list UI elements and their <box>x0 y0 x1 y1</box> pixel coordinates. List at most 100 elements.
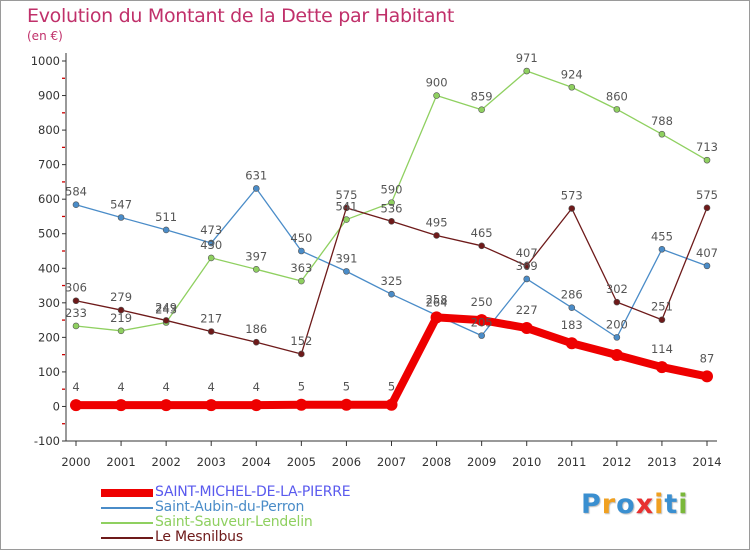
data-label: 200 <box>606 317 628 331</box>
data-label: 924 <box>561 67 583 81</box>
data-point <box>475 314 488 327</box>
y-tick-label: 400 <box>38 261 60 275</box>
data-label: 860 <box>606 89 628 103</box>
data-point <box>388 217 395 225</box>
data-label: 4 <box>72 380 79 394</box>
data-label: 900 <box>426 76 448 90</box>
data-point <box>295 398 308 411</box>
logo-letter: o <box>616 489 636 520</box>
data-point <box>523 67 531 75</box>
data-point <box>433 232 440 239</box>
data-point <box>72 297 80 305</box>
data-label: 397 <box>245 249 267 263</box>
data-point <box>343 216 350 223</box>
data-label: 859 <box>471 90 493 104</box>
data-label: 575 <box>696 188 718 202</box>
data-point <box>701 370 713 383</box>
data-label: 250 <box>471 295 493 309</box>
data-label: 573 <box>561 189 583 203</box>
data-label: 4 <box>117 380 124 394</box>
data-label: 971 <box>516 51 538 65</box>
chart-subtitle: (en €) <box>27 29 63 43</box>
data-label: 455 <box>651 229 673 243</box>
data-label: 713 <box>696 140 718 154</box>
data-label: 369 <box>516 259 538 273</box>
data-point <box>430 311 443 324</box>
data-point <box>568 205 576 212</box>
data-label: 584 <box>65 185 87 199</box>
data-label: 4 <box>162 380 169 394</box>
data-label: 227 <box>516 303 538 317</box>
data-label: 788 <box>651 114 673 128</box>
data-point <box>523 262 531 270</box>
data-point <box>70 399 82 412</box>
data-label: 205 <box>471 316 493 330</box>
x-tick-label: 2009 <box>467 455 496 469</box>
data-label: 114 <box>651 342 673 356</box>
data-point <box>613 298 621 306</box>
data-label: 575 <box>335 188 357 202</box>
proxiti-logo: Proxiti <box>581 489 689 520</box>
data-label: 407 <box>516 246 538 260</box>
x-tick-label: 2005 <box>287 455 316 469</box>
data-point <box>252 338 260 346</box>
data-point <box>388 199 395 206</box>
legend-swatch <box>101 506 153 509</box>
data-label: 243 <box>155 303 177 317</box>
data-point <box>613 106 621 113</box>
data-point <box>117 306 125 314</box>
data-point <box>478 242 485 250</box>
data-point <box>207 328 215 335</box>
y-tick-label: 800 <box>38 123 60 137</box>
data-label: 495 <box>426 215 448 229</box>
y-tick-label: 700 <box>38 158 60 172</box>
data-point <box>343 204 350 212</box>
data-point <box>160 399 173 412</box>
data-point <box>340 398 353 411</box>
data-label: 286 <box>561 288 583 302</box>
data-label: 249 <box>155 300 177 314</box>
data-point <box>162 317 170 324</box>
logo-letter: t <box>664 489 679 520</box>
data-point <box>613 334 621 341</box>
data-point <box>207 239 215 247</box>
data-label: 5 <box>298 380 305 394</box>
series-2 <box>72 67 711 335</box>
y-tick-label: 0 <box>53 399 60 413</box>
legend-swatch <box>101 488 153 497</box>
data-label: 5 <box>388 380 395 394</box>
data-point <box>117 214 125 221</box>
data-label: 465 <box>471 226 493 240</box>
data-point <box>658 245 666 253</box>
data-point <box>162 226 170 234</box>
data-label: 391 <box>335 251 357 265</box>
data-label: 251 <box>651 300 673 314</box>
data-point <box>610 348 623 361</box>
data-point <box>298 247 305 255</box>
x-tick-label: 2013 <box>647 455 676 469</box>
x-tick-label: 2006 <box>332 455 361 469</box>
y-tick-label: 500 <box>38 227 60 241</box>
legend-label: SAINT-MICHEL-DE-LA-PIERRE <box>155 484 351 500</box>
series-1 <box>72 185 711 341</box>
data-point <box>298 350 305 358</box>
y-tick-label: 200 <box>38 330 60 344</box>
data-point <box>658 316 666 324</box>
data-point <box>388 290 395 298</box>
data-label: 473 <box>200 223 222 237</box>
data-point <box>565 337 578 350</box>
data-point <box>250 399 263 412</box>
data-label: 407 <box>696 246 718 260</box>
y-tick-label: 100 <box>38 365 60 379</box>
data-label: 219 <box>110 311 132 325</box>
series-3 <box>72 204 711 358</box>
data-point <box>568 304 576 311</box>
x-tick-label: 2004 <box>242 455 271 469</box>
y-tick-label: 600 <box>38 192 60 206</box>
data-label: 279 <box>110 290 132 304</box>
data-label: 363 <box>290 261 312 275</box>
data-label: 302 <box>606 282 628 296</box>
series-0 <box>70 311 713 412</box>
data-label: 306 <box>65 281 87 295</box>
